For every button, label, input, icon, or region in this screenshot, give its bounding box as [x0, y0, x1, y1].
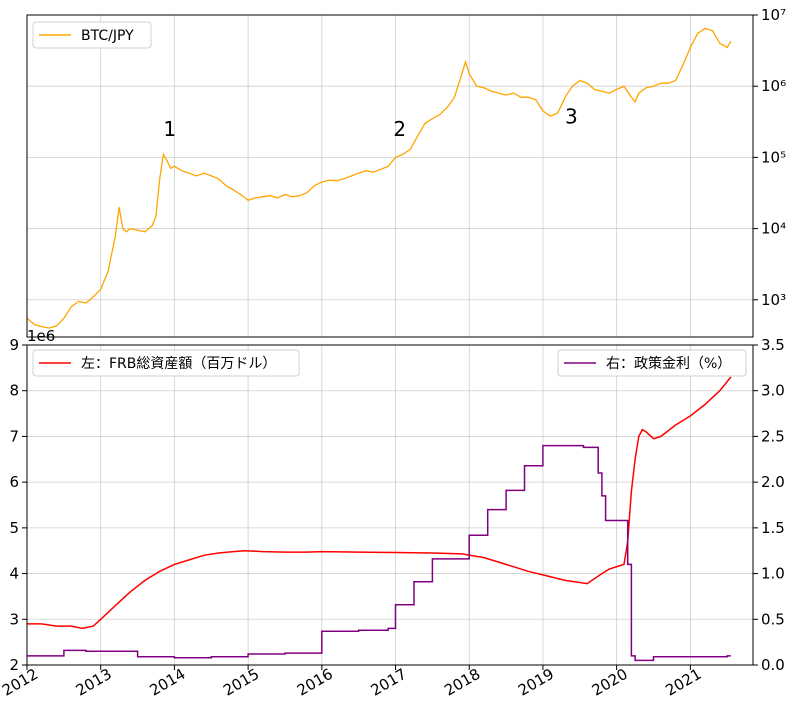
annotation-2: 2: [393, 117, 406, 141]
annotation-3: 3: [565, 104, 578, 128]
top-legend-box: [32, 21, 152, 49]
top-plot-frame: [26, 14, 754, 338]
bottom-plot-frame: [26, 344, 754, 666]
top-legend[interactable]: BTC/JPY: [32, 21, 152, 49]
frb-legend-box: [32, 349, 300, 377]
bottom-left-legend[interactable]: 左：FRB総資産額（百万ドル）: [32, 349, 300, 377]
rate-legend-box: [557, 349, 747, 377]
right-ytick-label-5: 2.5: [761, 427, 785, 445]
left-ytick-label-2: 2: [9, 656, 19, 674]
btc-legend-label: BTC/JPY: [81, 28, 134, 44]
top-y-axis-ticks: 10³ 10⁴ 10⁵ 10⁶ 10⁷: [753, 6, 786, 309]
frb-assets-line: [27, 376, 732, 630]
btc-jpy-line: [26, 27, 732, 329]
frb-legend-label: 左：FRB総資産額（百万ドル）: [81, 356, 276, 372]
annotation-1: 1: [163, 117, 176, 141]
left-axis-offset-label: 1e6: [27, 327, 55, 345]
left-ytick-label-4: 4: [9, 565, 19, 583]
right-ytick-label-6: 3.0: [761, 382, 785, 400]
policy-rate-line: [27, 444, 731, 662]
top-ytick-label-4: 10⁷: [761, 6, 786, 24]
top-annotations: 1 2 3: [163, 104, 577, 141]
top-ytick-label-2: 10⁵: [761, 148, 786, 166]
left-ytick-label-9: 9: [9, 336, 19, 354]
right-ytick-label-3: 1.5: [761, 519, 785, 537]
top-gridlines: [26, 15, 753, 337]
top-ytick-label-0: 10³: [761, 291, 786, 309]
right-ytick-label-0: 0.0: [761, 656, 785, 674]
rate-legend-label: 右：政策金利（%）: [606, 355, 731, 372]
left-ytick-label-7: 7: [9, 427, 19, 445]
bottom-right-y-axis-ticks: 0.0 0.5 1.0 1.5 2.0 2.5 3.0 3.5: [753, 336, 785, 674]
bottom-left-y-axis-ticks: 2 3 4 5 6 7 8 9: [9, 336, 27, 674]
top-ytick-label-3: 10⁶: [761, 77, 786, 95]
bottom-right-legend[interactable]: 右：政策金利（%）: [557, 349, 747, 377]
right-ytick-label-1: 0.5: [761, 610, 785, 628]
left-ytick-label-8: 8: [9, 382, 19, 400]
top-ytick-label-1: 10⁴: [761, 220, 786, 238]
right-ytick-label-4: 2.0: [761, 473, 785, 491]
left-ytick-label-6: 6: [9, 473, 19, 491]
left-ytick-label-3: 3: [9, 610, 19, 628]
left-ytick-label-5: 5: [9, 519, 19, 537]
right-ytick-label-2: 1.0: [761, 565, 785, 583]
right-ytick-label-7: 3.5: [761, 336, 785, 354]
